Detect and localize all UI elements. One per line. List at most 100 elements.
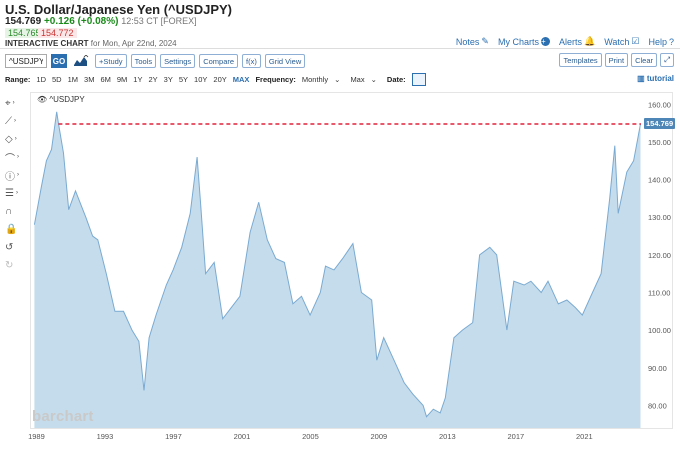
price-line: 154.769 +0.126 (+0.08%) 12:53 CT [FOREX] [5, 16, 197, 27]
shape-tool[interactable]: ◇ › [5, 132, 25, 146]
range-label: Range: [5, 75, 31, 84]
x-tick-label: 1997 [165, 432, 182, 441]
notes-link[interactable]: Notes ✎ [456, 36, 489, 47]
info-icon: ⓘ [5, 171, 15, 183]
grid-view-button[interactable]: Grid View [264, 54, 306, 68]
arc-icon: ⌒ [5, 153, 15, 165]
my-charts-link[interactable]: My Charts + [498, 36, 550, 47]
range-option-5d[interactable]: 5D [52, 75, 62, 84]
watchlist-icon: ☑ [631, 36, 640, 46]
chevron-down-icon: ⌄ [334, 75, 341, 84]
frequency-value: Monthly [301, 75, 329, 84]
watch-link[interactable]: Watch ☑ [604, 36, 639, 47]
lock-icon: 🔒 [5, 223, 18, 235]
range-option-1m[interactable]: 1M [67, 75, 79, 84]
period-select[interactable]: Max ⌄ [350, 75, 376, 84]
range-option-5y[interactable]: 5Y [178, 75, 189, 84]
range-options: 1D 5D 1M 3M 6M 9M 1Y 2Y 3Y 5Y 10Y 20Y MAX [36, 75, 249, 84]
range-option-max[interactable]: MAX [232, 75, 250, 84]
alerts-link[interactable]: Alerts 🔔 [559, 36, 595, 47]
range-option-3y[interactable]: 3Y [163, 75, 173, 84]
undo-tool[interactable]: ↺ [5, 240, 25, 254]
chevron-down-icon: ⌄ [370, 75, 377, 84]
print-button[interactable]: Print [604, 53, 629, 67]
tools-button[interactable]: Tools [130, 54, 157, 68]
range-option-1d[interactable]: 1D [36, 75, 47, 84]
header-divider [0, 48, 680, 49]
function-button[interactable]: f(x) [242, 54, 261, 68]
expand-button[interactable]: ⤢ [660, 53, 674, 67]
go-button[interactable]: GO [51, 54, 67, 68]
quote-time: 12:53 CT [FOREX] [121, 16, 197, 26]
chevron-right-icon: › [14, 118, 16, 124]
period-value: Max [350, 75, 365, 84]
x-tick-label: 1993 [97, 432, 114, 441]
chart-panel[interactable] [30, 92, 673, 429]
x-tick-label: 2017 [508, 432, 525, 441]
fibonacci-icon: ☰ [5, 187, 14, 199]
alert-bell-icon: 🔔 [584, 36, 596, 46]
chevron-right-icon: › [17, 172, 19, 178]
page-title: U.S. Dollar/Japanese Yen (^USDJPY) [5, 2, 232, 17]
fibonacci-tool[interactable]: ☰ › [5, 186, 25, 200]
diamond-icon: ◇ [5, 133, 13, 145]
last-price: 154.769 [5, 16, 42, 27]
range-option-1y[interactable]: 1Y [133, 75, 143, 84]
my-charts-label: My Charts [497, 36, 539, 47]
tutorial-icon: ▥ [637, 74, 645, 83]
lock-tool[interactable]: 🔒 [5, 222, 25, 236]
chart-symbol-label: 👁 ^USDJPY [37, 95, 85, 104]
x-tick-label: 2013 [439, 432, 456, 441]
last-price-tag: 154.769 [644, 117, 676, 129]
trendline-icon: ⟋ [5, 115, 12, 127]
redo-tool[interactable]: ↻ [5, 258, 25, 272]
settings-button[interactable]: Settings [160, 54, 196, 68]
barchart-watermark: barchart [32, 408, 94, 425]
notes-label: Notes [455, 36, 480, 47]
trendline-tool[interactable]: ⟋ › [5, 114, 25, 128]
calendar-icon[interactable] [411, 73, 426, 86]
x-tick-label: 1989 [28, 432, 45, 441]
chart-heading: INTERACTIVE CHART for Mon, Apr 22nd, 202… [5, 39, 177, 48]
alerts-label: Alerts [558, 36, 582, 47]
chart-symbol-text: ^USDJPY [49, 95, 85, 104]
range-option-10y[interactable]: 10Y [194, 75, 208, 84]
range-option-2y[interactable]: 2Y [148, 75, 158, 84]
ask-price: 154.772 [38, 28, 77, 38]
range-option-9m[interactable]: 9M [116, 75, 128, 84]
chevron-right-icon: › [15, 190, 18, 196]
clear-button[interactable]: Clear [631, 53, 657, 67]
chart-type-icon[interactable] [73, 55, 89, 67]
range-option-3m[interactable]: 3M [84, 75, 95, 84]
x-tick-label: 2009 [371, 432, 388, 441]
eye-icon[interactable]: 👁 [37, 95, 48, 104]
crosshair-tool[interactable]: ⌖ › [5, 96, 25, 110]
compare-button[interactable]: Compare [199, 54, 239, 68]
x-tick-label: 2021 [576, 432, 593, 441]
magnet-tool[interactable]: ∩ [5, 204, 25, 218]
tutorial-link[interactable]: ▥ tutorial [637, 74, 674, 83]
range-option-6m[interactable]: 6M [100, 75, 111, 84]
chevron-right-icon: › [14, 136, 17, 142]
edit-icon: ✎ [481, 36, 489, 46]
arc-tool[interactable]: ⌒ › [5, 150, 25, 165]
chevron-right-icon: › [12, 100, 15, 106]
symbol-input[interactable] [5, 54, 47, 68]
range-bar: Range: 1D 5D 1M 3M 6M 9M 1Y 2Y 3Y 5Y 10Y 20Y MAX Fre… [5, 73, 426, 86]
add-study-button[interactable]: +Study [95, 54, 127, 68]
crosshair-icon: ⌖ [5, 97, 11, 109]
chart-heading-label: INTERACTIVE CHART [5, 39, 89, 48]
help-label: Help [648, 36, 667, 47]
frequency-select[interactable]: Monthly ⌄ [302, 75, 341, 84]
templates-button[interactable]: Templates [559, 53, 602, 67]
price-change: +0.126 (+0.08%) [43, 16, 119, 27]
annotation-tool[interactable]: ⓘ › [5, 168, 25, 183]
x-tick-label: 2005 [302, 432, 319, 441]
magnet-icon: ∩ [5, 205, 13, 217]
chart-toolbar: GO +Study Tools Settings Compare f(x) Gr… [5, 53, 306, 69]
range-option-20y[interactable]: 20Y [213, 75, 227, 84]
expand-icon: ⤢ [664, 55, 670, 64]
help-icon: ? [668, 36, 674, 47]
help-link[interactable]: Help? [648, 36, 674, 47]
bid-price: 154.765 [5, 28, 44, 38]
